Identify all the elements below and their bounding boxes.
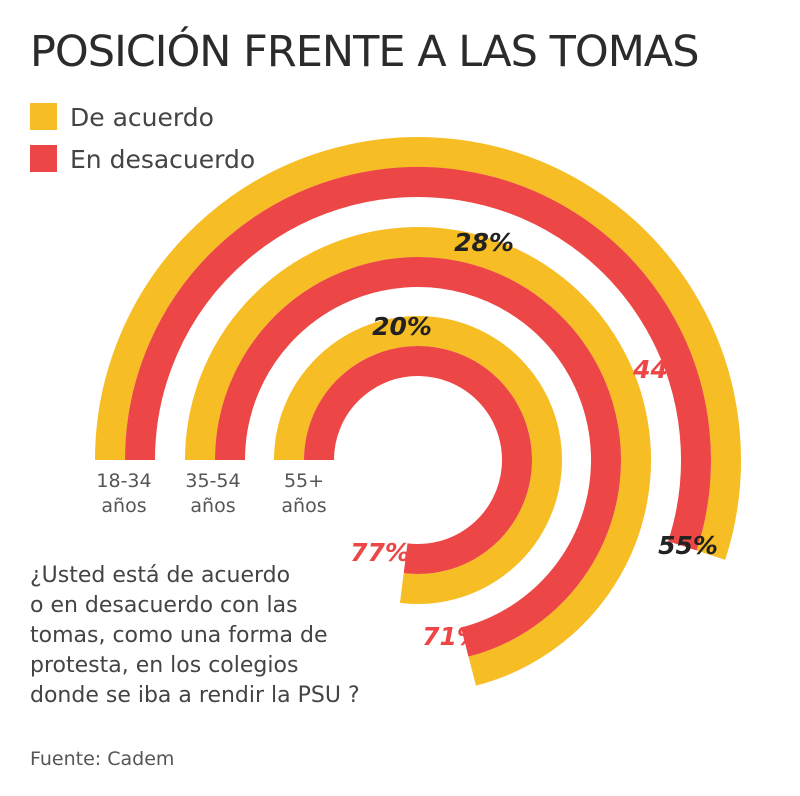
group-label-55plus-line1: 55+ [284, 470, 324, 492]
legend: De acuerdo En desacuerdo [30, 103, 255, 174]
arc-disagree-18-34 [125, 167, 711, 551]
radial-bars [95, 137, 741, 686]
source-note: Fuente: Cadem [30, 748, 174, 770]
arc-disagree-35-54 [215, 257, 621, 657]
value-label-disagree-18-34: 55% [658, 531, 718, 560]
group-label-35-54-line2: años [190, 495, 235, 517]
legend-swatch-disagree [30, 145, 57, 172]
question-line-4: protesta, en los colegios [30, 653, 298, 678]
group-label-18-34-line1: 18-34 [96, 470, 151, 492]
arc-agree-55plus [274, 316, 562, 604]
question-line-1: ¿Usted está de acuerdo [30, 563, 290, 588]
value-label-agree-35-54: 28% [454, 228, 514, 257]
group-labels: 18-34 años 35-54 años 55+ años [96, 470, 326, 517]
chart-title: POSICIÓN FRENTE A LAS TOMAS [30, 26, 699, 77]
question-text: ¿Usted está de acuerdo o en desacuerdo c… [30, 563, 360, 708]
question-line-5: donde se iba a rendir la PSU ? [30, 683, 360, 708]
value-label-agree-18-34: 44% [632, 355, 693, 384]
legend-label-agree: De acuerdo [70, 103, 214, 132]
question-line-2: o en desacuerdo con las [30, 593, 298, 618]
arc-agree-35-54 [185, 227, 651, 686]
value-label-agree-55plus: 20% [372, 312, 432, 341]
group-label-35-54-line1: 35-54 [185, 470, 240, 492]
question-line-3: tomas, como una forma de [30, 623, 328, 648]
value-label-disagree-35-54: 71% [422, 622, 482, 651]
group-label-55plus-line2: años [281, 495, 326, 517]
arc-disagree-55plus [304, 346, 532, 574]
legend-label-disagree: En desacuerdo [70, 145, 255, 174]
arc-agree-18-34 [95, 137, 741, 560]
value-labels: 55% 71% 77% 44% 28% 20% [350, 228, 718, 651]
value-label-disagree-55plus: 77% [350, 538, 410, 567]
legend-swatch-agree [30, 103, 57, 130]
group-label-18-34-line2: años [101, 495, 146, 517]
